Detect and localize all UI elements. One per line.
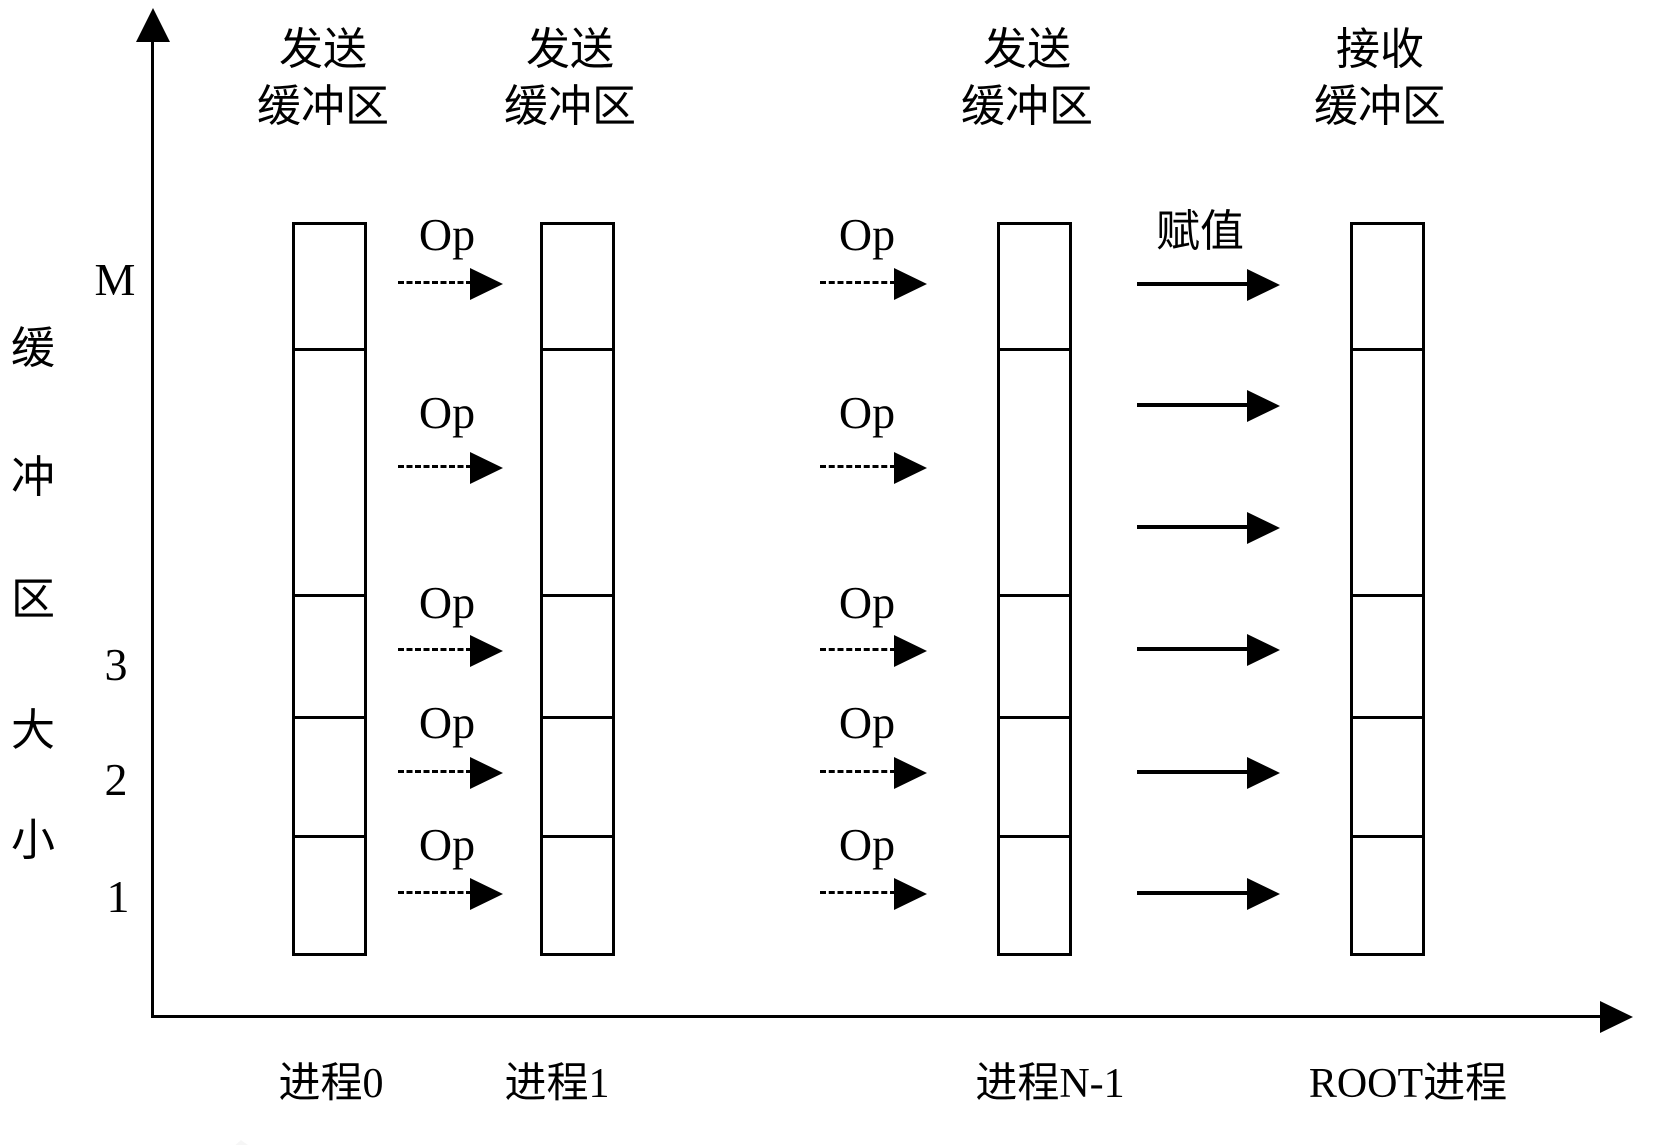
y-axis-tick-m: M xyxy=(94,254,136,305)
process-label-1: 进程1 xyxy=(504,1061,610,1107)
process-label-0: 进程0 xyxy=(278,1061,384,1107)
assign-solid-arrow xyxy=(1137,756,1280,790)
op-label: Op xyxy=(418,697,476,748)
buffer-cell-divider xyxy=(294,835,365,838)
y-axis-title-char: 大 xyxy=(11,706,55,755)
buffer-cell-divider xyxy=(1352,716,1423,719)
column-header-buffer: 缓冲区 xyxy=(257,82,389,131)
op-dashed-arrow xyxy=(398,634,503,668)
assign-solid-arrow xyxy=(1137,389,1280,423)
x-axis-arrowhead xyxy=(1600,1001,1633,1033)
assign-label: 赋值 xyxy=(1156,207,1244,256)
y-axis-tick-1: 1 xyxy=(106,871,130,922)
op-label: Op xyxy=(418,209,476,260)
y-axis-tick-2: 2 xyxy=(104,754,128,805)
y-axis-title-char: 区 xyxy=(11,575,55,624)
process-label-root: ROOT进程 xyxy=(1308,1061,1508,1107)
buffer-cell-divider xyxy=(542,594,613,597)
corner-smudge xyxy=(0,999,295,1145)
y-axis-title-char: 小 xyxy=(11,816,55,865)
buffer-column-process-n-1 xyxy=(997,222,1072,956)
buffer-cell-divider xyxy=(1352,348,1423,351)
buffer-cell-divider xyxy=(1352,835,1423,838)
op-dashed-arrow xyxy=(398,451,503,485)
op-dashed-arrow xyxy=(398,267,503,301)
column-header-buffer: 缓冲区 xyxy=(1314,82,1446,131)
buffer-cell-divider xyxy=(542,348,613,351)
x-axis-line xyxy=(151,1015,1603,1018)
y-axis-title-char: 冲 xyxy=(11,453,55,502)
column-header-send: 发送 xyxy=(983,25,1071,74)
column-header-buffer: 缓冲区 xyxy=(504,82,636,131)
buffer-cell-divider xyxy=(999,348,1070,351)
buffer-cell-divider xyxy=(542,835,613,838)
column-header-send: 发送 xyxy=(526,25,614,74)
op-label: Op xyxy=(838,819,896,870)
op-label: Op xyxy=(418,387,476,438)
op-label: Op xyxy=(418,819,476,870)
op-label: Op xyxy=(838,209,896,260)
op-dashed-arrow xyxy=(820,634,927,668)
op-dashed-arrow xyxy=(398,877,503,911)
buffer-cell-divider xyxy=(999,835,1070,838)
buffer-cell-divider xyxy=(999,716,1070,719)
y-axis-title-char: 缓 xyxy=(11,324,55,373)
buffer-cell-divider xyxy=(294,716,365,719)
y-axis-line xyxy=(151,36,154,1017)
column-header-receive: 接收 xyxy=(1336,25,1424,74)
op-dashed-arrow xyxy=(820,877,927,911)
op-dashed-arrow xyxy=(820,756,927,790)
assign-solid-arrow xyxy=(1137,268,1280,302)
op-label: Op xyxy=(838,697,896,748)
buffer-column-root xyxy=(1350,222,1425,956)
assign-solid-arrow xyxy=(1137,633,1280,667)
column-header-send: 发送 xyxy=(279,25,367,74)
op-label: Op xyxy=(418,577,476,628)
buffer-cell-divider xyxy=(999,594,1070,597)
column-header-buffer: 缓冲区 xyxy=(961,82,1093,131)
op-label: Op xyxy=(838,577,896,628)
buffer-cell-divider xyxy=(1352,594,1423,597)
y-axis-tick-3: 3 xyxy=(104,639,128,690)
op-label: Op xyxy=(838,387,896,438)
buffer-column-process-1 xyxy=(540,222,615,956)
op-dashed-arrow xyxy=(820,451,927,485)
assign-solid-arrow xyxy=(1137,877,1280,911)
op-dashed-arrow xyxy=(820,267,927,301)
buffer-column-process-0 xyxy=(292,222,367,956)
y-axis-arrowhead xyxy=(136,8,170,42)
buffer-cell-divider xyxy=(294,594,365,597)
process-label-n-1: 进程N-1 xyxy=(975,1061,1125,1107)
assign-solid-arrow xyxy=(1137,511,1280,545)
op-dashed-arrow xyxy=(398,756,503,790)
buffer-cell-divider xyxy=(542,716,613,719)
buffer-cell-divider xyxy=(294,348,365,351)
